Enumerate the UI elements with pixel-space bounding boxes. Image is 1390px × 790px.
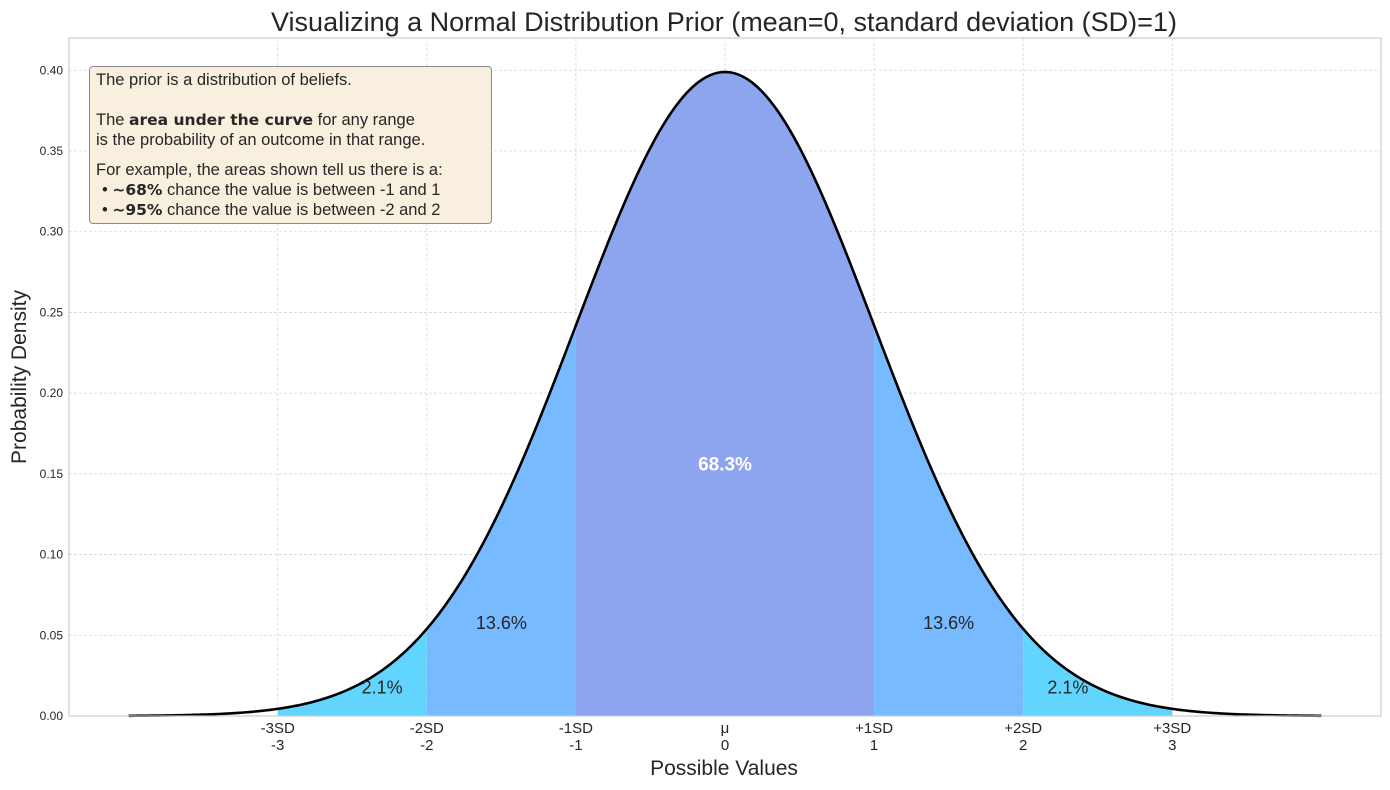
x-tick-label-sd: +1SD: [855, 720, 893, 737]
x-tick-label-value: 1: [870, 737, 878, 754]
x-axis-label: Possible Values: [650, 757, 798, 780]
region-area: [277, 628, 427, 716]
y-tick-label: 0.30: [40, 225, 64, 239]
y-axis-label: Probability Density: [8, 290, 31, 464]
x-tick-label-sd: +2SD: [1004, 720, 1042, 737]
chart-title: Visualizing a Normal Distribution Prior …: [271, 7, 1177, 37]
density-curve: [128, 70, 1322, 718]
info-text: chance the value is between -2 and 2: [162, 201, 441, 219]
y-tick-label: 0.20: [40, 386, 64, 400]
info-bold: ~68%: [112, 181, 163, 199]
info-line: For example, the areas shown tell us the…: [96, 161, 443, 179]
region-label: 2.1%: [362, 677, 403, 697]
info-bullet: • ~95% chance the value is between -2 an…: [102, 201, 441, 219]
info-bold: area under the curve: [129, 111, 314, 129]
x-tick-label-sd: -3SD: [261, 720, 295, 737]
region-label: 2.1%: [1047, 677, 1088, 697]
region-area: [575, 71, 875, 717]
info-line: is the probability of an outcome in that…: [96, 131, 426, 149]
info-bold: ~95%: [112, 201, 163, 219]
plot-frame: [68, 37, 1382, 717]
info-text: chance the value is between -1 and 1: [162, 181, 441, 199]
y-tick-label: 0.25: [40, 305, 64, 319]
y-tick-label: 0.15: [40, 467, 64, 481]
info-line: The area under the curve for any range: [96, 110, 486, 130]
info-text: for any range: [313, 111, 415, 129]
info-bullet: • ~68% chance the value is between -1 an…: [102, 181, 441, 199]
region-area: [1023, 628, 1173, 716]
x-tick-label-value: -1: [569, 737, 582, 754]
y-tick-label: 0.40: [40, 63, 64, 77]
x-tick-label-sd: -2SD: [410, 720, 444, 737]
region-label: 68.3%: [698, 455, 752, 476]
x-tick-label-value: 0: [721, 737, 729, 754]
y-tick-label: 0.05: [40, 628, 64, 642]
info-box: The prior is a distribution of beliefs. …: [89, 66, 492, 224]
y-tick-label: 0.00: [40, 709, 64, 723]
x-tick-label-value: -3: [271, 737, 284, 754]
x-tick-label-value: -2: [420, 737, 433, 754]
y-tick-label: 0.10: [40, 548, 64, 562]
x-tick-label-sd: +3SD: [1153, 720, 1191, 737]
info-line: The prior is a distribution of beliefs.: [96, 71, 352, 89]
x-tick-label-value: 3: [1168, 737, 1176, 754]
x-tick-label-sd: μ: [721, 720, 730, 737]
region-label: 13.6%: [476, 613, 527, 633]
x-tick-label-value: 2: [1019, 737, 1027, 754]
region-label: 13.6%: [923, 613, 974, 633]
info-text: The: [96, 111, 130, 129]
x-tick-label-sd: -1SD: [559, 720, 593, 737]
y-tick-label: 0.35: [40, 144, 64, 158]
